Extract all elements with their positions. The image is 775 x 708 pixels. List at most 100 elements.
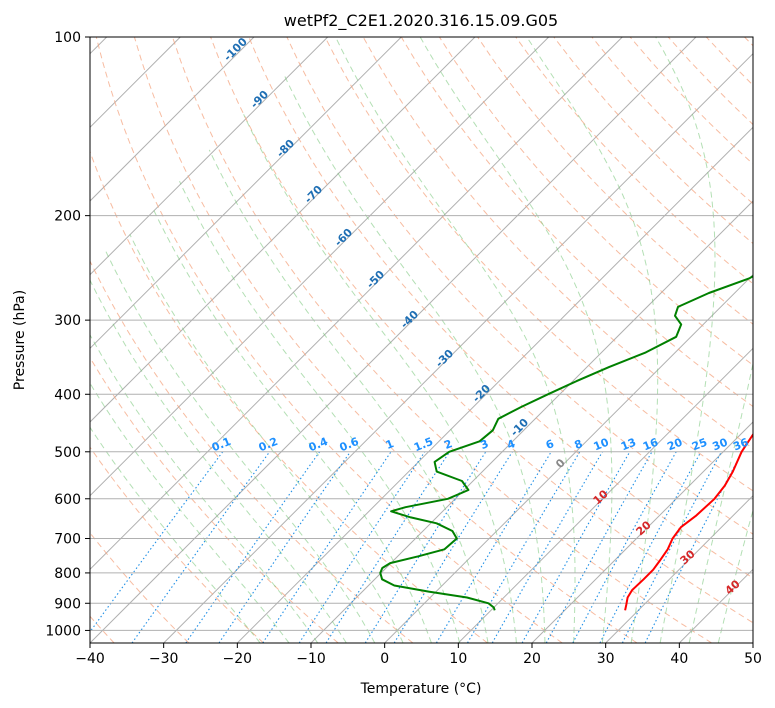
mixing-ratio-line [298,451,426,643]
x-tick-label: 40 [670,651,688,667]
moist-adiabat-line [688,361,753,643]
mixing-ratio-line [545,451,653,643]
dry-adiabat-line [90,259,414,643]
dry-adiabat-label: -40 [398,308,421,331]
mixing-ratio-label: 10 [592,436,611,454]
isotherm-line [90,37,255,202]
temperature-line [624,432,753,611]
dry-adiabat-label: -30 [433,347,456,370]
dry-adiabat-line [90,356,339,643]
dry-adiabat-line [324,37,753,492]
x-tick-label: 50 [744,651,762,667]
plot-frame [89,36,754,644]
mixing-ratio-label: 2 [442,437,454,452]
isotherm-line [457,347,753,643]
y-tick-label: 900 [54,596,81,612]
isotherm-line [90,37,402,350]
y-axis-ticks: 100 200 300 400 500 600 700 800 900 1000 [45,30,90,639]
x-tick-label: −40 [75,651,105,667]
chart-title: wetPf2_C2E1.2020.316.15.09.G05 [284,11,558,31]
dry-adiabat-label: -10 [508,416,531,439]
mixing-ratio-label: 30 [711,436,730,454]
moist-adiabat-line [717,508,753,643]
mixing-ratio-line [131,451,271,643]
x-tick-label: 0 [380,651,389,667]
adiabat-labels: 0.1 0.2 0.4 0.6 1 1.5 2 3 4 6 8 10 13 16 20 25 30 36-100-… [210,35,751,597]
y-tick-label: 800 [54,566,81,582]
x-tick-label: −20 [223,651,253,667]
dry-adiabat-line [248,37,753,579]
dry-adiabat-label: -60 [332,226,355,249]
dry-adiabat-line [90,150,488,643]
y-tick-label: 600 [54,492,81,508]
mixing-ratio-label: 1 [384,437,396,452]
y-tick-label: 500 [54,445,81,461]
moist-adiabat-line [208,149,489,643]
x-tick-label: −10 [296,651,326,667]
y-tick-label: 200 [54,209,81,225]
mixing-ratio-label: 20 [665,436,684,454]
mixing-ratio-line [644,451,743,643]
x-tick-label: −30 [149,651,179,667]
y-tick-label: 700 [54,532,81,548]
mixing-ratio-label: 4 [505,437,517,452]
y-tick-label: 400 [54,387,81,403]
dry-adiabat-line [90,532,190,643]
isotherm-line [384,273,753,643]
pressure-gridlines [90,36,753,631]
dewpoint-line [379,275,753,611]
moist-adiabat-line [152,208,432,643]
y-tick-label: 300 [54,313,81,329]
isotherm-line [90,37,697,643]
dry-adiabat-label: -90 [248,88,271,111]
moist-adiabat-line [179,180,461,643]
isotherm-line [90,37,623,571]
x-tick-label: 20 [523,651,541,667]
dry-adiabat-line [210,37,753,624]
y-tick-label: 1000 [45,623,81,639]
dry-adiabat-label: -70 [302,183,325,206]
mixing-ratio-line [262,451,392,643]
dry-adiabat-label: -80 [274,137,297,160]
dry-adiabat-line [477,37,753,325]
moist-adiabat-line [655,37,716,643]
moist-adiabat-label: 10 [591,487,611,507]
x-axis-label: Temperature (°C) [360,681,482,697]
moist-adiabat-line [526,37,659,643]
mixing-ratio-line [521,451,631,643]
moist-adiabat-label: 40 [723,577,743,597]
x-axis-ticks: −40 −30 −20 −10 0 10 20 30 40 50 [75,643,762,667]
moist-adiabat-label: 30 [678,547,698,567]
dry-adiabat-line [95,37,563,643]
dry-adiabat-line [172,37,712,643]
mixing-ratio-label: 25 [690,436,709,454]
isotherm-line [310,200,753,643]
y-axis-label: Pressure (hPa) [12,290,28,390]
moist-adiabat-label: 20 [634,518,654,538]
dry-adiabat-line [286,37,753,535]
series-group [379,275,753,611]
dry-adiabat-line [515,37,753,285]
isotherm-line [752,642,753,643]
moist-adiabat-line [90,382,290,643]
isotherm-line [90,37,476,423]
mixing-ratio-label: 36 [731,436,750,454]
mixing-ratio-line [364,451,487,643]
isotherm-line [531,421,753,643]
dry-adiabat-label: -20 [470,382,493,405]
dry-adiabat-line [744,37,753,47]
moist-adiabat-line [90,426,261,643]
mixing-ratio-label: 13 [619,436,638,454]
isotherm-line [605,494,753,643]
isotherm-line [236,126,753,643]
mixing-ratio-line [599,451,702,643]
mixing-ratio-label: 3 [479,437,491,452]
background-lines [90,37,753,643]
dry-adiabat-line [90,446,264,643]
moist-adiabat-line [129,234,404,643]
y-tick-label: 100 [54,30,81,46]
mixing-ratio-line [185,451,321,643]
x-tick-label: 30 [597,651,615,667]
isotherm-line [90,37,550,497]
